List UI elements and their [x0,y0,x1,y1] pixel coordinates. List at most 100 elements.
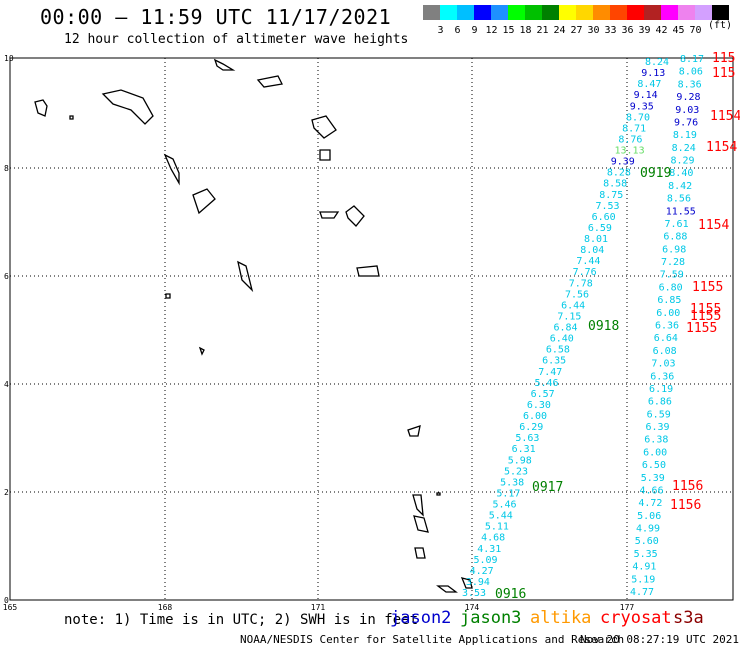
wave-height-label: 9.13 [641,68,665,79]
wave-height-label: 8.01 [584,234,608,245]
legend-swatch [576,5,593,20]
wave-height-label: 6.19 [649,384,673,395]
pass-time-label: 1154 [706,140,737,155]
wave-height-label: 6.00 [523,411,547,422]
wave-height-label: 8.76 [618,134,642,145]
island-outline [192,188,216,215]
wave-height-label: 5.98 [508,455,532,466]
pass-time-label: 115 [712,66,735,81]
wave-height-label: 6.39 [645,422,669,433]
wave-height-label: 6.59 [588,223,612,234]
island-outline [319,211,340,219]
wave-height-label: 5.06 [637,511,661,522]
pass-time-label: 115 [712,51,735,66]
legend-label: 9 [471,25,478,36]
legend-label: 33 [604,25,617,36]
wave-height-label: 9.35 [630,101,654,112]
wave-height-label: 4.68 [481,533,505,544]
wave-height-label: 6.31 [512,444,536,455]
x-tick-label: 174 [465,603,480,612]
legend-swatch [559,5,576,20]
legend-label: 30 [587,25,600,36]
legend-label: 12 [485,25,498,36]
wave-height-label: 7.76 [573,267,597,278]
y-tick-label: 8 [4,164,9,173]
wave-height-label: 6.84 [554,323,578,334]
wave-height-label: 8.75 [599,190,623,201]
wave-height-label: 6.08 [653,346,677,357]
island-outline [34,99,48,117]
legend-swatch [678,5,695,20]
map-frame [9,57,734,601]
wave-height-label: 5.11 [485,522,509,533]
wave-height-label: 4.66 [640,485,664,496]
legend-label: 3 [437,25,444,36]
wave-height-label: 6.36 [655,321,679,332]
wave-height-label: 11.55 [666,206,696,217]
wave-height-label: 6.86 [648,397,672,408]
pass-time-label: 1155 [690,309,721,324]
wave-height-label: 8.06 [679,67,703,78]
wave-height-label: 9.76 [674,117,698,128]
wave-height-label: 7.44 [576,256,600,267]
legend-swatch [525,5,542,20]
legend-label: 70 [689,25,702,36]
wave-height-label: 8.04 [580,245,604,256]
wave-height-label: 5.63 [515,433,539,444]
y-tick-label: 0 [4,596,9,605]
island-outline [311,115,337,139]
legend-swatch [474,5,491,20]
wave-height-label: 6.44 [561,300,585,311]
legend-swatch [695,5,712,20]
legend-swatch [644,5,661,20]
island-outline [319,149,331,161]
wave-height-label: 6.88 [663,232,687,243]
wave-height-label: 6.80 [659,282,683,293]
island-outline [256,75,283,88]
wave-height-label: 6.50 [642,460,666,471]
island-outline [356,265,380,277]
pass-time-label: 0917 [532,480,563,495]
wave-height-label: 8.47 [637,79,661,90]
credit-text: NOAA/NESDIS Center for Satellite Applica… [240,633,625,646]
pass-time-label: 1156 [670,498,701,513]
island-outline [213,58,236,71]
legend-label: 42 [655,25,668,36]
wave-height-label: 6.60 [592,212,616,223]
wave-height-label: 9.03 [675,105,699,116]
wave-height-label: 8.36 [678,79,702,90]
legend-label: 36 [621,25,634,36]
wave-height-label: 5.39 [641,473,665,484]
pass-time-label: 1155 [690,302,721,317]
wave-height-label: 6.58 [546,345,570,356]
legend-swatch [593,5,610,20]
y-tick-label: 2 [4,488,9,497]
wave-height-label: 4.77 [630,587,654,598]
island-outline [165,293,171,299]
island-outline [163,153,180,186]
wave-height-label: 13.13 [615,146,645,157]
timestamp-text: Nov 20 08:27:19 UTC 2021 [580,633,739,646]
wave-height-label: 5.35 [634,549,658,560]
wave-height-label: 6.59 [647,409,671,420]
wave-height-label: 6.00 [656,308,680,319]
satellite-name: jason3 [460,608,522,628]
wave-height-label: 6.57 [531,389,555,400]
wave-height-label: 3.94 [466,577,490,588]
legend-unit: (ft) [708,20,733,31]
legend-swatch [627,5,644,20]
wave-height-label: 8.70 [626,112,650,123]
legend-swatch [542,5,559,20]
pass-time-label: 0919 [640,166,671,181]
satellite-name: jason2 [390,608,452,628]
wave-height-label: 6.85 [657,295,681,306]
wave-height-label: 7.47 [538,367,562,378]
island-outline [407,425,421,437]
y-tick-label: 6 [4,272,9,281]
pass-time-label: 1155 [686,321,717,336]
legend-swatch [440,5,457,20]
pass-time-label: 1154 [710,109,740,124]
wave-height-label: 8.58 [603,179,627,190]
legend-label: 45 [672,25,685,36]
